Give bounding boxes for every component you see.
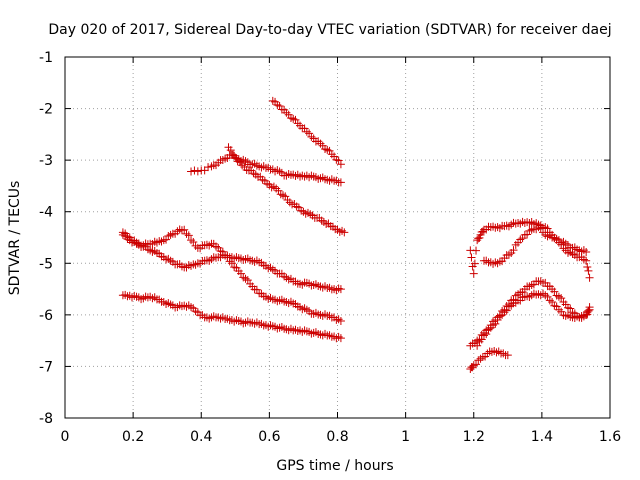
y-tick-label: -3: [39, 153, 53, 169]
series-arc-j: [473, 289, 594, 350]
x-tick-label: 0.4: [190, 429, 212, 445]
x-tick-label: 0.8: [326, 429, 348, 445]
y-tick-label: -8: [39, 411, 53, 427]
y-tick-label: -7: [39, 359, 53, 375]
data-point: [467, 253, 476, 262]
x-tick-label: 1.4: [531, 429, 553, 445]
x-tick-label: 1.6: [599, 429, 621, 445]
data-point: [503, 351, 512, 360]
data-point: [193, 167, 202, 176]
data-point: [336, 160, 345, 169]
data-point: [469, 269, 478, 278]
data-point: [184, 231, 193, 240]
data-point: [478, 227, 487, 236]
y-tick-label: -4: [39, 205, 53, 221]
data-points: [118, 96, 594, 374]
y-tick-label: -6: [39, 308, 53, 324]
axis-ticks: 0 0.2 0.4 0.6 0.8 1 1.2 1.4 1.6 -8 -7 -6 -5 -4 -3 -2 -1: [39, 50, 621, 445]
y-tick-label: -2: [39, 102, 53, 118]
data-point: [336, 317, 345, 326]
data-point: [472, 360, 481, 369]
data-point: [180, 225, 189, 234]
series-arc-k: [466, 346, 512, 374]
data-point: [477, 335, 486, 344]
data-point: [336, 285, 345, 294]
data-point: [340, 228, 349, 237]
data-point: [187, 167, 196, 176]
y-axis-label: SDTVAR / TECUs: [7, 181, 23, 296]
y-tick-label: -1: [39, 50, 53, 66]
data-point: [200, 166, 209, 175]
data-point: [336, 334, 345, 343]
series-arc-c: [224, 143, 349, 237]
series-arc-b: [187, 150, 345, 187]
x-tick-label: 1: [401, 429, 410, 445]
data-point: [226, 146, 235, 155]
data-point: [584, 306, 593, 315]
chart-title: Day 020 of 2017, Sidereal Day-to-day VTE…: [48, 22, 611, 38]
data-point: [336, 178, 345, 187]
data-point: [472, 246, 481, 255]
data-point: [473, 341, 482, 350]
data-point: [582, 247, 591, 256]
data-point: [204, 163, 213, 172]
data-point: [582, 256, 591, 265]
data-point: [585, 273, 594, 282]
y-tick-label: -5: [39, 256, 53, 272]
data-point: [482, 330, 491, 339]
series-arc-f: [118, 290, 345, 343]
x-axis-label: GPS time / hours: [276, 458, 393, 474]
data-point: [584, 266, 593, 275]
series-arc-a: [268, 96, 345, 169]
data-point: [585, 305, 594, 314]
x-tick-label: 0.6: [258, 429, 280, 445]
series-arc-h: [479, 223, 591, 268]
x-tick-label: 0: [61, 429, 70, 445]
data-point: [470, 259, 479, 268]
data-point: [502, 306, 511, 315]
x-tick-label: 1.2: [463, 429, 485, 445]
data-point: [583, 262, 592, 271]
series-arc-e: [118, 225, 345, 326]
data-point: [583, 310, 592, 319]
data-point: [190, 166, 199, 175]
data-point: [509, 246, 518, 255]
x-tick-label: 0.2: [122, 429, 144, 445]
